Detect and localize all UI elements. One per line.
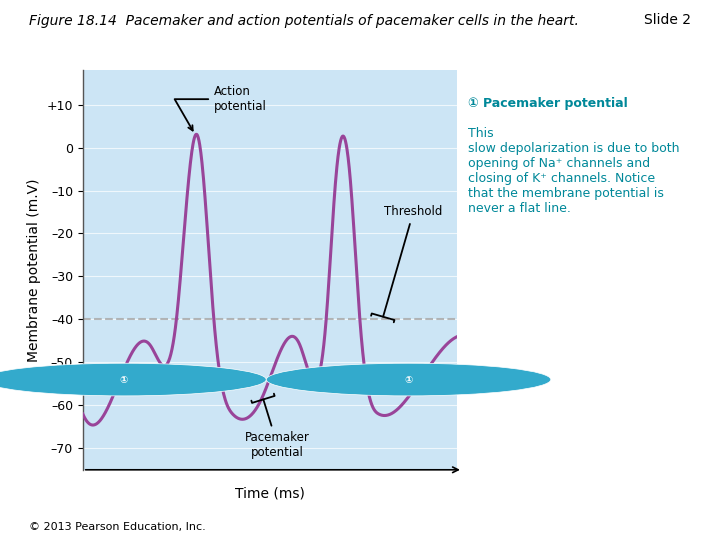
Text: Pacemaker
potential: Pacemaker potential — [245, 394, 310, 459]
Text: Slide 2: Slide 2 — [644, 14, 691, 28]
Circle shape — [0, 363, 266, 396]
Text: Figure 18.14  Pacemaker and action potentials of pacemaker cells in the heart.: Figure 18.14 Pacemaker and action potent… — [29, 14, 579, 28]
Text: ①: ① — [120, 375, 128, 384]
Y-axis label: Membrane potential (m.V): Membrane potential (m.V) — [27, 178, 41, 362]
Text: ① Pacemaker potential: ① Pacemaker potential — [468, 97, 628, 110]
Text: Threshold: Threshold — [371, 206, 443, 322]
Text: Time (ms): Time (ms) — [235, 487, 305, 501]
Text: ①: ① — [405, 375, 413, 384]
Text: This
slow depolarization is due to both
opening of Na⁺ channels and
closing of K: This slow depolarization is due to both … — [468, 127, 680, 215]
Circle shape — [266, 363, 551, 396]
Text: © 2013 Pearson Education, Inc.: © 2013 Pearson Education, Inc. — [29, 522, 205, 532]
Text: Action
potential: Action potential — [175, 85, 266, 131]
